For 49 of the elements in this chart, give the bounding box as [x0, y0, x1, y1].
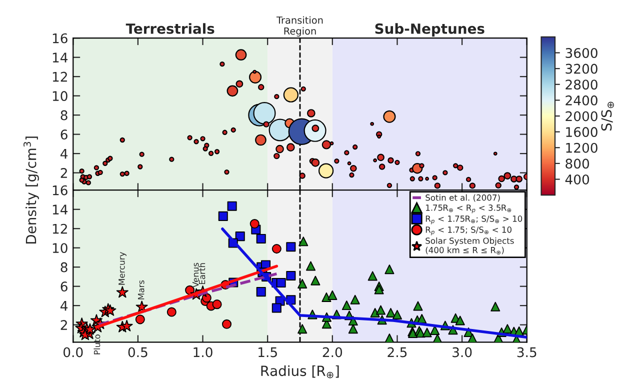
color-bar-label: 800	[566, 158, 590, 169]
y-tick-label: 4	[60, 148, 68, 159]
y-tick-label: 8	[60, 110, 68, 120]
x-tick-label: 3.0	[452, 347, 472, 358]
band-label: Sub-Neptunes	[375, 23, 484, 37]
x-axis-title: Radius [R$_{⊕}$]	[261, 365, 339, 378]
x-tick-label: 1.5	[258, 347, 277, 358]
x-tick-label: 0.0	[64, 347, 83, 358]
color-bar-label: 2000	[566, 111, 598, 122]
color-bar-title: S/S$_{⊕}$	[601, 102, 614, 131]
y-tick-label: 16	[52, 185, 68, 196]
y-tick-label: 8	[60, 262, 68, 272]
legend-label: Sotin et al. (2007)	[426, 194, 500, 202]
x-tick-label: 1.0	[194, 347, 212, 358]
y-axis-title: Density [g/cm$^{3}$]	[24, 136, 39, 244]
color-bar-label: 2800	[566, 80, 598, 90]
color-bar-label: 400	[565, 174, 590, 184]
color-bar-label: 1200	[566, 142, 598, 153]
y-tick-label: 6	[60, 282, 68, 292]
color-bar-label: 3200	[566, 64, 598, 74]
y-tick-label: 16	[52, 33, 68, 44]
legend-label: 1.75R$_{⊕}$ < R$_{p}$ < 3.5R$_{⊕}$	[426, 204, 512, 214]
legend-label: R$_{p}$ < 1.75R$_{⊕}$; S/S$_{⊕}$ > 10	[426, 216, 522, 224]
y-tick-label: 6	[60, 130, 68, 140]
y-tick-label: 12	[52, 224, 67, 234]
y-tick-label: 10	[52, 91, 68, 102]
x-tick-label: 0.5	[128, 347, 148, 358]
annotation: Pluto	[94, 334, 100, 354]
color-bar-label: 2400	[566, 95, 598, 106]
annotation: Mars	[138, 280, 144, 300]
x-tick-label: 2.5	[388, 347, 407, 358]
y-tick-label: 14	[52, 52, 68, 62]
y-tick-label: 12	[52, 72, 67, 82]
x-tick-label: 3.5	[517, 347, 536, 358]
x-tick-label: 2.0	[322, 347, 342, 358]
y-tick-label: 2	[60, 168, 67, 178]
y-tick-label: 10	[52, 243, 68, 254]
y-tick-label: 14	[52, 204, 68, 214]
y-tick-label: 4	[60, 300, 68, 311]
y-tick-label: 2	[60, 320, 67, 330]
annotation: Mercury	[118, 252, 126, 285]
legend-label: R$_{p}$ < 1.75; S/S$_{⊕}$ < 10	[426, 226, 512, 236]
band-label: Terrestrials	[126, 23, 214, 34]
annotation: Venus	[192, 262, 199, 288]
band-label: Transition Region	[276, 16, 323, 37]
color-bar-label: 1600	[566, 127, 598, 138]
legend-label: Solar System Objects (400 km ≤ R ≤ R$_{⊕}$)	[426, 237, 514, 255]
color-bar-label: 3600	[566, 48, 598, 58]
annotation: Earth	[198, 263, 206, 284]
